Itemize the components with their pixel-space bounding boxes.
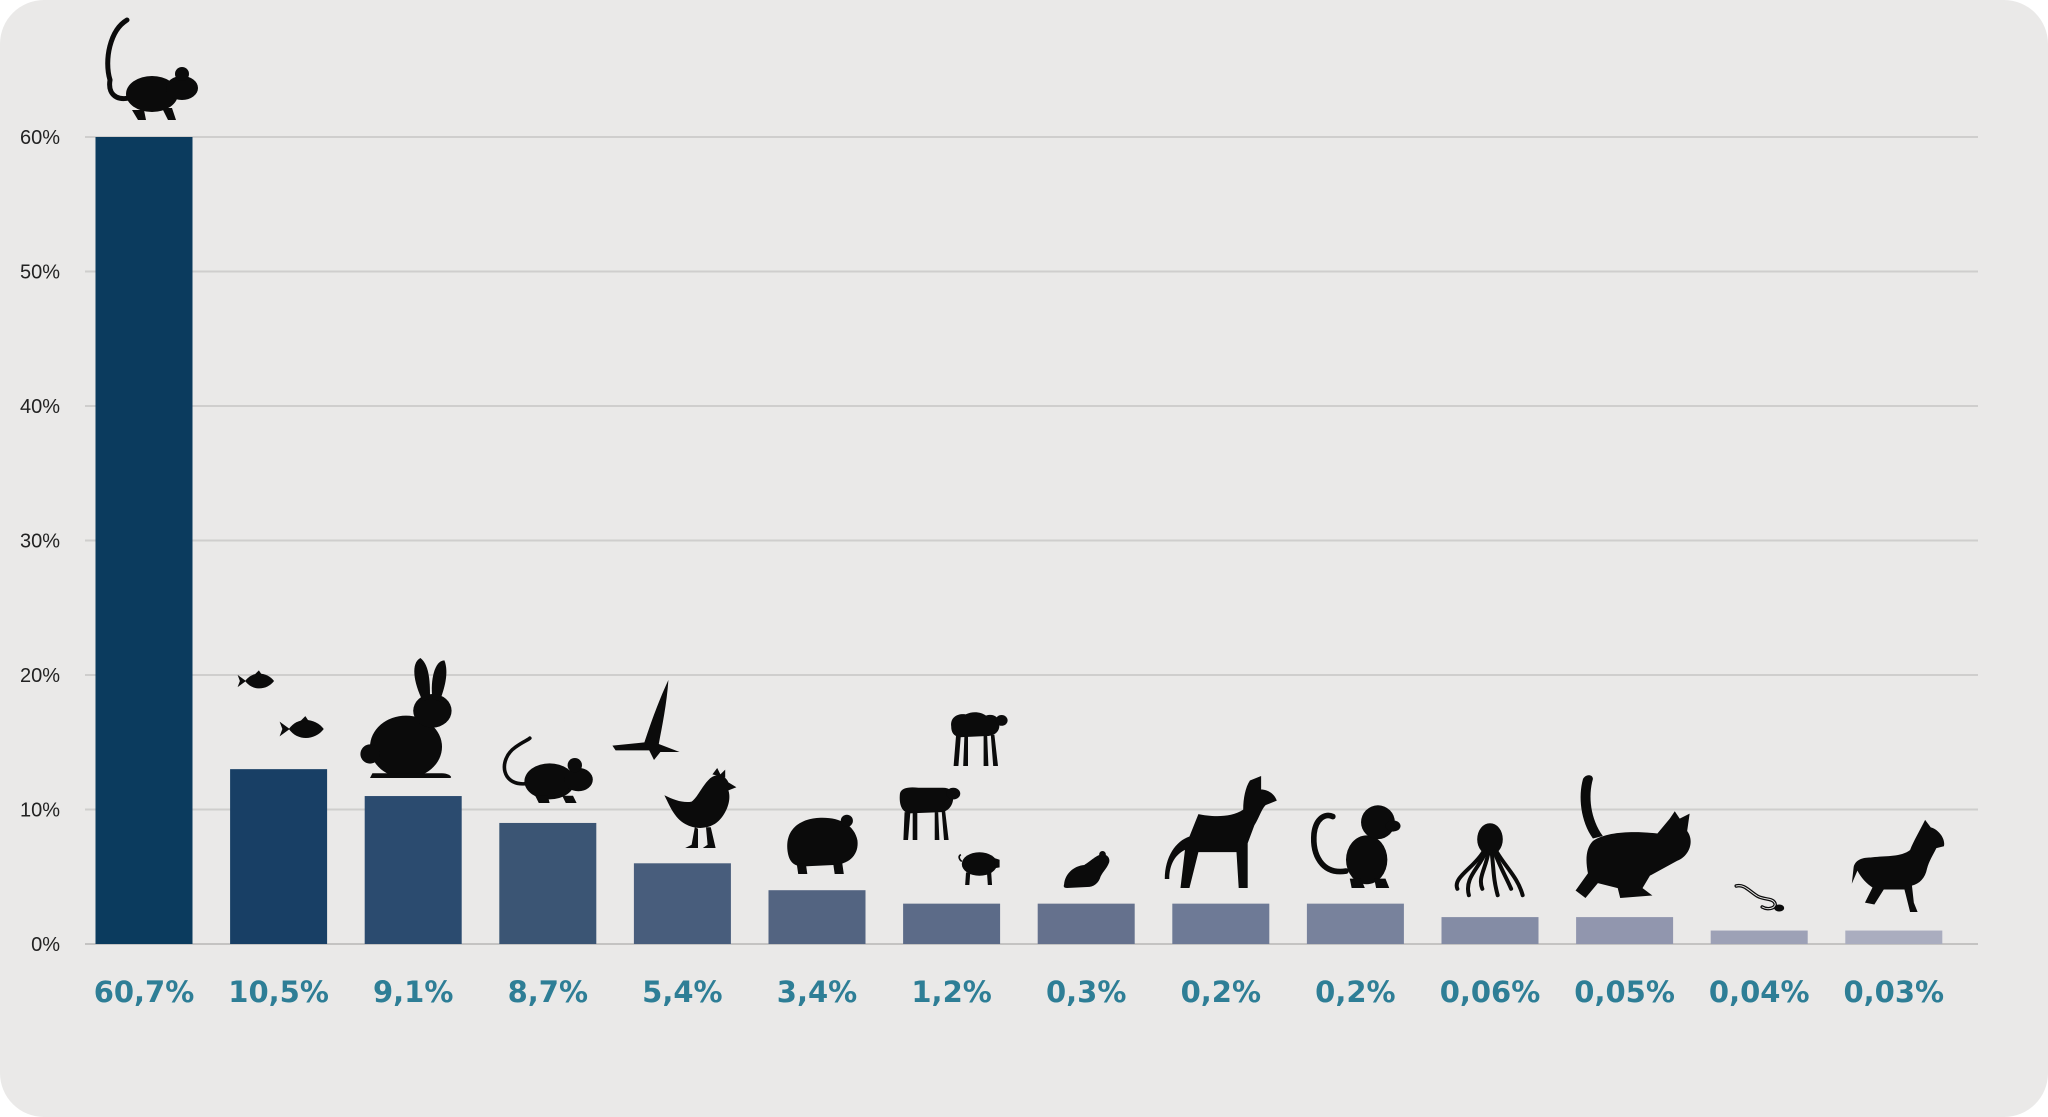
data-label: 0,03% <box>1843 975 1944 1009</box>
fish-icon <box>237 670 275 689</box>
y-tick-label: 50% <box>20 262 60 284</box>
data-label: 3,4% <box>777 975 857 1009</box>
rabbit-icon <box>360 658 452 778</box>
data-label: 8,7% <box>508 975 588 1009</box>
data-label: 9,1% <box>373 975 453 1009</box>
dog-icon <box>1164 776 1277 888</box>
rooster-icon <box>664 768 737 848</box>
y-tick-label: 40% <box>20 396 60 418</box>
bar-birds <box>633 863 731 944</box>
monkey-icon <box>1311 805 1401 888</box>
y-tick-label: 20% <box>20 665 60 687</box>
y-tick-label: 0% <box>31 934 60 956</box>
bar-horses <box>1845 930 1943 944</box>
cat-icon <box>1575 775 1691 898</box>
bar-mice <box>95 137 193 944</box>
mouse-icon <box>105 17 198 120</box>
bar-dogs <box>1172 903 1270 944</box>
snake-icon <box>1734 883 1785 912</box>
data-label: 0,3% <box>1046 975 1126 1009</box>
bar-rabbits <box>364 796 462 944</box>
bar-monkeys <box>1306 903 1404 944</box>
bird-icon <box>612 680 680 760</box>
bar-reptiles <box>1710 930 1808 944</box>
data-label: 10,5% <box>228 975 329 1009</box>
data-label: 0,04% <box>1709 975 1810 1009</box>
bar-cattle-sheep-pigs <box>903 903 1001 944</box>
rat-icon <box>502 736 593 803</box>
bar-cephalopods <box>1441 917 1539 944</box>
bar-fish <box>230 769 328 944</box>
guinea-pig-icon <box>787 814 858 874</box>
bar-guinea-pigs <box>768 890 866 944</box>
data-label: 0,06% <box>1440 975 1541 1009</box>
bar-amphibians <box>1037 903 1135 944</box>
horse-icon <box>1851 819 1945 912</box>
y-tick-label: 60% <box>20 127 60 149</box>
data-label: 0,2% <box>1181 975 1261 1009</box>
pig-icon <box>958 852 1000 885</box>
data-label: 0,05% <box>1574 975 1675 1009</box>
bar-rats <box>499 822 597 944</box>
y-tick-label: 30% <box>20 531 60 553</box>
data-label: 1,2% <box>911 975 991 1009</box>
bar-cats <box>1576 917 1674 944</box>
data-label: 0,2% <box>1315 975 1395 1009</box>
y-tick-label: 10% <box>20 800 60 822</box>
data-label: 60,7% <box>94 975 195 1009</box>
octopus-icon <box>1454 823 1525 898</box>
frog-icon <box>1063 851 1110 888</box>
cow-icon <box>899 787 961 840</box>
sheep-icon <box>951 712 1008 766</box>
data-label: 5,4% <box>642 975 722 1009</box>
fish-icon <box>279 716 324 738</box>
